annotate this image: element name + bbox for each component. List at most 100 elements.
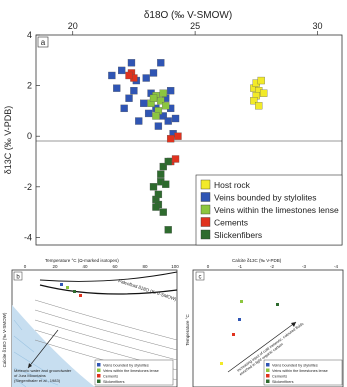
panel-c-x-tick-label: -4	[334, 264, 338, 269]
panel-a-y-axis-label: δ13C (‰ V-PDB)	[3, 106, 13, 175]
panel-b-region-label: Meteoric water and groundwater of Jura Mo…	[14, 368, 72, 383]
panel-b-legend-label: Slickenfibers	[103, 380, 125, 384]
point-veins-bounded-by-stylolites	[166, 87, 175, 95]
point-cements	[125, 71, 133, 80]
point-veins-bounded-by-stylolites	[125, 94, 133, 102]
panel-b-curve-2	[39, 271, 178, 282]
panel-b-points	[60, 283, 82, 297]
panel-b-meteoric-region	[12, 305, 95, 387]
panel-a-y-tick-label: 4	[27, 30, 32, 40]
panel-c-legend-label: Veins bounded by stylolites	[272, 363, 318, 367]
panel-a-y-ticks: 4 2 0 -2 -4	[24, 30, 40, 242]
point-veins-bounded-by-stylolites	[113, 84, 121, 92]
panel-c-top-axis-label: Calcite δ13C (‰ V-PDB)	[232, 258, 282, 263]
panel-a-label-box	[37, 36, 49, 48]
legend-label-veins-within-the-limestones-lense: Veins within the limestones lense	[214, 205, 339, 215]
panel-b-arrow-head	[28, 363, 32, 368]
point-veins-within-the-limestones-lense	[159, 89, 167, 97]
panel-a-y-tick-label: 2	[27, 81, 32, 91]
panel-a-y-tick-label: 0	[27, 131, 32, 141]
point-veins-bounded-by-stylolites	[118, 66, 126, 75]
point-veins-bounded-by-stylolites	[135, 117, 143, 125]
panel-a-x-tick-label: 20	[68, 21, 78, 31]
legend-swatch-host-rock	[200, 179, 211, 190]
panel-b-legend-swatch	[97, 363, 101, 367]
panel-c-x-ticks: 0 -1 -2 -3 -4	[207, 264, 339, 269]
point-slickenfibers	[164, 157, 172, 166]
point-slickenfibers	[159, 208, 167, 216]
panel-c-legend-swatch	[266, 379, 270, 383]
panel-b-legend-label: Veins within the limestones lense	[103, 369, 159, 373]
point-veins-bounded-by-stylolites	[154, 122, 163, 130]
panel-b-x-tick-label: 100	[171, 264, 179, 269]
point-slickenfibers	[159, 162, 167, 171]
panel-b-x-tick-label: 40	[82, 264, 88, 269]
panel-c-legend-swatch	[266, 363, 270, 367]
point-veins-bounded-by-stylolites	[149, 69, 158, 77]
point-slickenfibers	[154, 190, 163, 199]
panel-b: Temperature °C (Ω-marked isotopes) 0 20 40…	[2, 258, 179, 387]
legend-swatch-veins-within-the-limestones-lense	[200, 204, 211, 215]
point-veins-bounded-by-stylolites	[130, 87, 138, 95]
panel-c-arrow	[227, 321, 297, 373]
panel-b-x-ticks: 0 20 40 60 80 100	[24, 264, 180, 269]
panel-a-legend-box	[195, 174, 343, 246]
point-cements	[166, 135, 175, 143]
panel-c-legend-label: Veins within the limestones lense	[272, 369, 328, 373]
point-veins-bounded-by-stylolites	[127, 59, 136, 67]
point-veins-bounded-by-stylolites	[164, 117, 172, 125]
panel-a: δ18O (‰ V-SMOW) 20 25 30 a 420-2-4 δ13C (‰…	[3, 10, 343, 246]
panel-b-meteoric-region-hatch	[13, 319, 59, 387]
panel-b-paleofluid-curve	[39, 284, 178, 295]
panel-b-x-tick-label: 20	[52, 264, 58, 269]
panel-a-x-ticks: 20 25 30	[68, 21, 323, 35]
point-veins-bounded-by-stylolites	[171, 114, 180, 123]
point-veins-bounded-by-stylolites	[157, 59, 165, 67]
panel-b-legend-label: Veins bounded by stylolites	[103, 363, 149, 367]
point-slickenfibers	[157, 170, 165, 178]
point-veins-bounded-by-stylolites	[140, 99, 148, 107]
panel-c-x-tick-label: -1	[238, 264, 242, 269]
panel-a-legend: Host rock Veins bounded by stylolites Vein…	[195, 174, 343, 246]
point-veins-bounded-by-stylolites	[108, 71, 116, 80]
panel-c-arrow-head	[291, 322, 296, 327]
legend-swatch-slickenfibers	[200, 229, 211, 240]
panel-b-x-tick-label: 0	[24, 264, 27, 269]
point-slickenfibers	[152, 203, 160, 211]
panel-c-label-box	[195, 271, 205, 281]
panel-a-points	[108, 59, 268, 234]
point-veins-bounded-by-stylolites	[120, 104, 128, 113]
panel-b-legend-swatch	[97, 374, 101, 378]
panel-c-x-tick-label: -3	[302, 264, 306, 269]
panel-b-y-axis-label: Calcite δ18O (‰ V-SMOW)	[2, 312, 7, 367]
point-veins-bounded-by-stylolites	[144, 109, 153, 118]
panel-b-legend-swatch	[97, 379, 101, 383]
panel-c-legend: Veins bounded by stylolites Veins within …	[263, 359, 343, 386]
point-veins-within-the-limestones-lense	[162, 102, 170, 110]
panel-a-x-tick-label: 30	[313, 21, 323, 31]
point-veins-within-the-limestones-lense	[157, 97, 165, 105]
panel-c-points	[220, 300, 279, 365]
panel-b-top-axis-label: Temperature °C (Ω-marked isotopes)	[45, 258, 119, 263]
point-cements	[171, 155, 180, 163]
panel-c-y-axis-label: Temperature °C	[185, 313, 190, 345]
panel-a-y-tick-label: -2	[24, 182, 32, 192]
legend-swatch-cements	[200, 217, 211, 227]
panel-c-label: c	[199, 275, 202, 281]
point-veins-within-the-limestones-lense	[152, 112, 160, 120]
panel-c-legend-swatch	[266, 368, 270, 372]
point-host-rock	[250, 97, 258, 105]
legend-label-slickenfibers: Slickenfibers	[214, 230, 262, 240]
point-host-rock	[260, 89, 268, 97]
panel-b-label: b	[16, 275, 20, 281]
legend-label-host-rock: Host rock	[214, 180, 251, 190]
panel-a-x-tick-label: 25	[190, 21, 200, 31]
panel-c-legend-label: Cements	[272, 374, 287, 378]
panel-a-frame	[35, 34, 343, 246]
point-veins-within-the-limestones-lense	[149, 94, 158, 102]
legend-label-cements: Cements	[214, 218, 248, 228]
point-slickenfibers	[164, 226, 172, 234]
point-cements	[174, 132, 182, 140]
point-slickenfibers	[162, 180, 170, 188]
